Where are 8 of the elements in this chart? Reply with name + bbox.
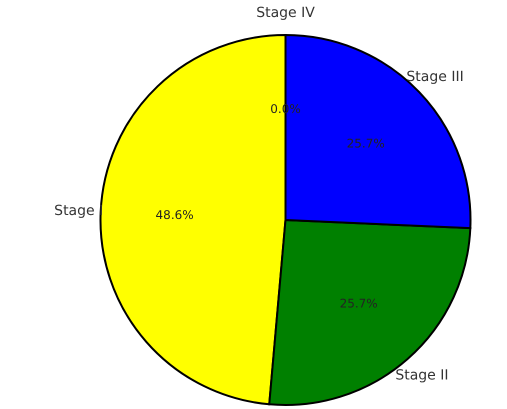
data-label: 48.6% — [156, 208, 194, 222]
slice-label: Stage III — [406, 68, 464, 85]
text: 0.0% — [270, 102, 301, 116]
slice-label: Stage II — [395, 368, 448, 384]
slice-label: Stage I — [54, 202, 104, 219]
category-label: Stage IV — [256, 5, 315, 21]
data-label: 25.7% — [340, 296, 378, 310]
data-label: 25.7% — [346, 136, 385, 150]
